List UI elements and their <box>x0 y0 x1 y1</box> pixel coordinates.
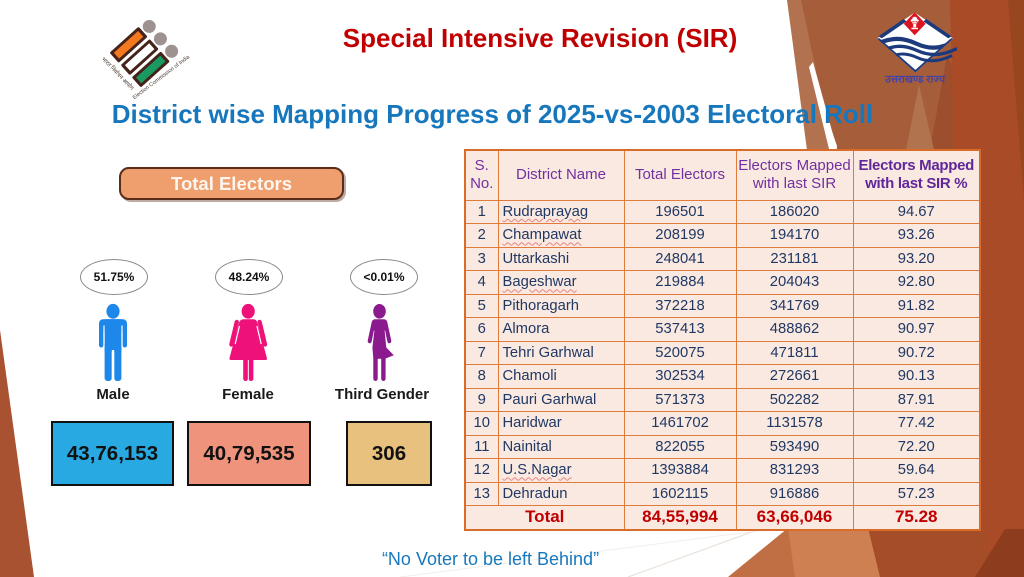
svg-text:उत्तराखण्ड राज्य: उत्तराखण्ड राज्य <box>884 75 946 86</box>
